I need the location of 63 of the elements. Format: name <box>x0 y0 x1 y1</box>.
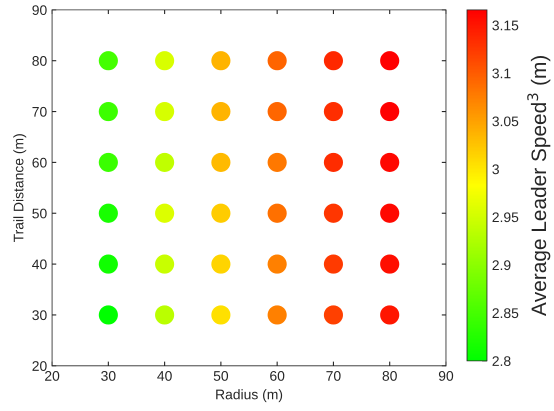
point <box>380 102 400 122</box>
x-tick-label: 80 <box>382 371 397 381</box>
x-tick-label: 70 <box>326 371 341 381</box>
point <box>324 254 343 274</box>
color-bar-label: 2.85 <box>492 308 518 318</box>
y-tick-label: 30 <box>32 310 47 320</box>
point <box>211 204 230 223</box>
point <box>268 254 287 274</box>
y-tick-label: 70 <box>32 106 47 117</box>
point <box>324 102 343 122</box>
y-tick-label: 20 <box>32 361 47 371</box>
y-tick-label: 80 <box>32 56 47 66</box>
point <box>98 305 118 325</box>
y-tick-label: 60 <box>32 158 47 168</box>
color-bar-label: 3 <box>492 164 499 174</box>
point <box>98 204 118 223</box>
x-tick-label: 40 <box>157 371 172 381</box>
point <box>155 51 174 70</box>
point <box>268 204 287 223</box>
point <box>155 254 174 274</box>
point <box>211 102 230 122</box>
x-tick-label: 90 <box>438 371 454 381</box>
point <box>268 51 287 70</box>
x-tick-label: 20 <box>45 371 60 381</box>
color-bar-label: 2.95 <box>492 212 518 222</box>
point <box>268 152 287 172</box>
point <box>324 204 343 223</box>
point <box>155 102 174 122</box>
color-bar-label: 3.05 <box>492 116 518 126</box>
point <box>211 305 230 325</box>
point <box>268 305 287 325</box>
point <box>380 152 400 172</box>
point <box>324 51 343 70</box>
color-bar-label: 3.1 <box>492 68 510 78</box>
point <box>155 204 174 223</box>
point <box>380 305 400 325</box>
point <box>324 152 343 172</box>
point <box>155 152 174 172</box>
point <box>211 254 230 274</box>
color-bar-label: 2.9 <box>492 260 510 270</box>
x-tick-label: 30 <box>101 371 116 381</box>
point <box>155 305 174 325</box>
point <box>324 305 343 325</box>
point <box>211 152 230 172</box>
point <box>268 102 287 122</box>
x-tick-label: 50 <box>214 371 228 381</box>
x-tick-label: 60 <box>270 371 284 381</box>
x-axis-title: Radius (m) <box>216 389 282 402</box>
point <box>98 152 118 172</box>
color-bar-title: Average Leader Speed$^{3}$ (m) <box>527 56 550 316</box>
color-bar-label: 3.15 <box>492 20 518 30</box>
point <box>98 254 118 274</box>
y-tick-label: 90 <box>32 5 47 16</box>
point <box>380 254 400 274</box>
y-axis-title: Trail Distance (m) <box>13 134 26 242</box>
point <box>380 51 400 70</box>
y-tick-label: 50 <box>32 208 47 218</box>
point <box>98 102 118 122</box>
point <box>98 51 118 70</box>
color-bar-label: 2.8 <box>492 356 511 366</box>
y-tick-label: 40 <box>32 259 47 270</box>
point <box>211 51 230 70</box>
point <box>380 204 400 223</box>
